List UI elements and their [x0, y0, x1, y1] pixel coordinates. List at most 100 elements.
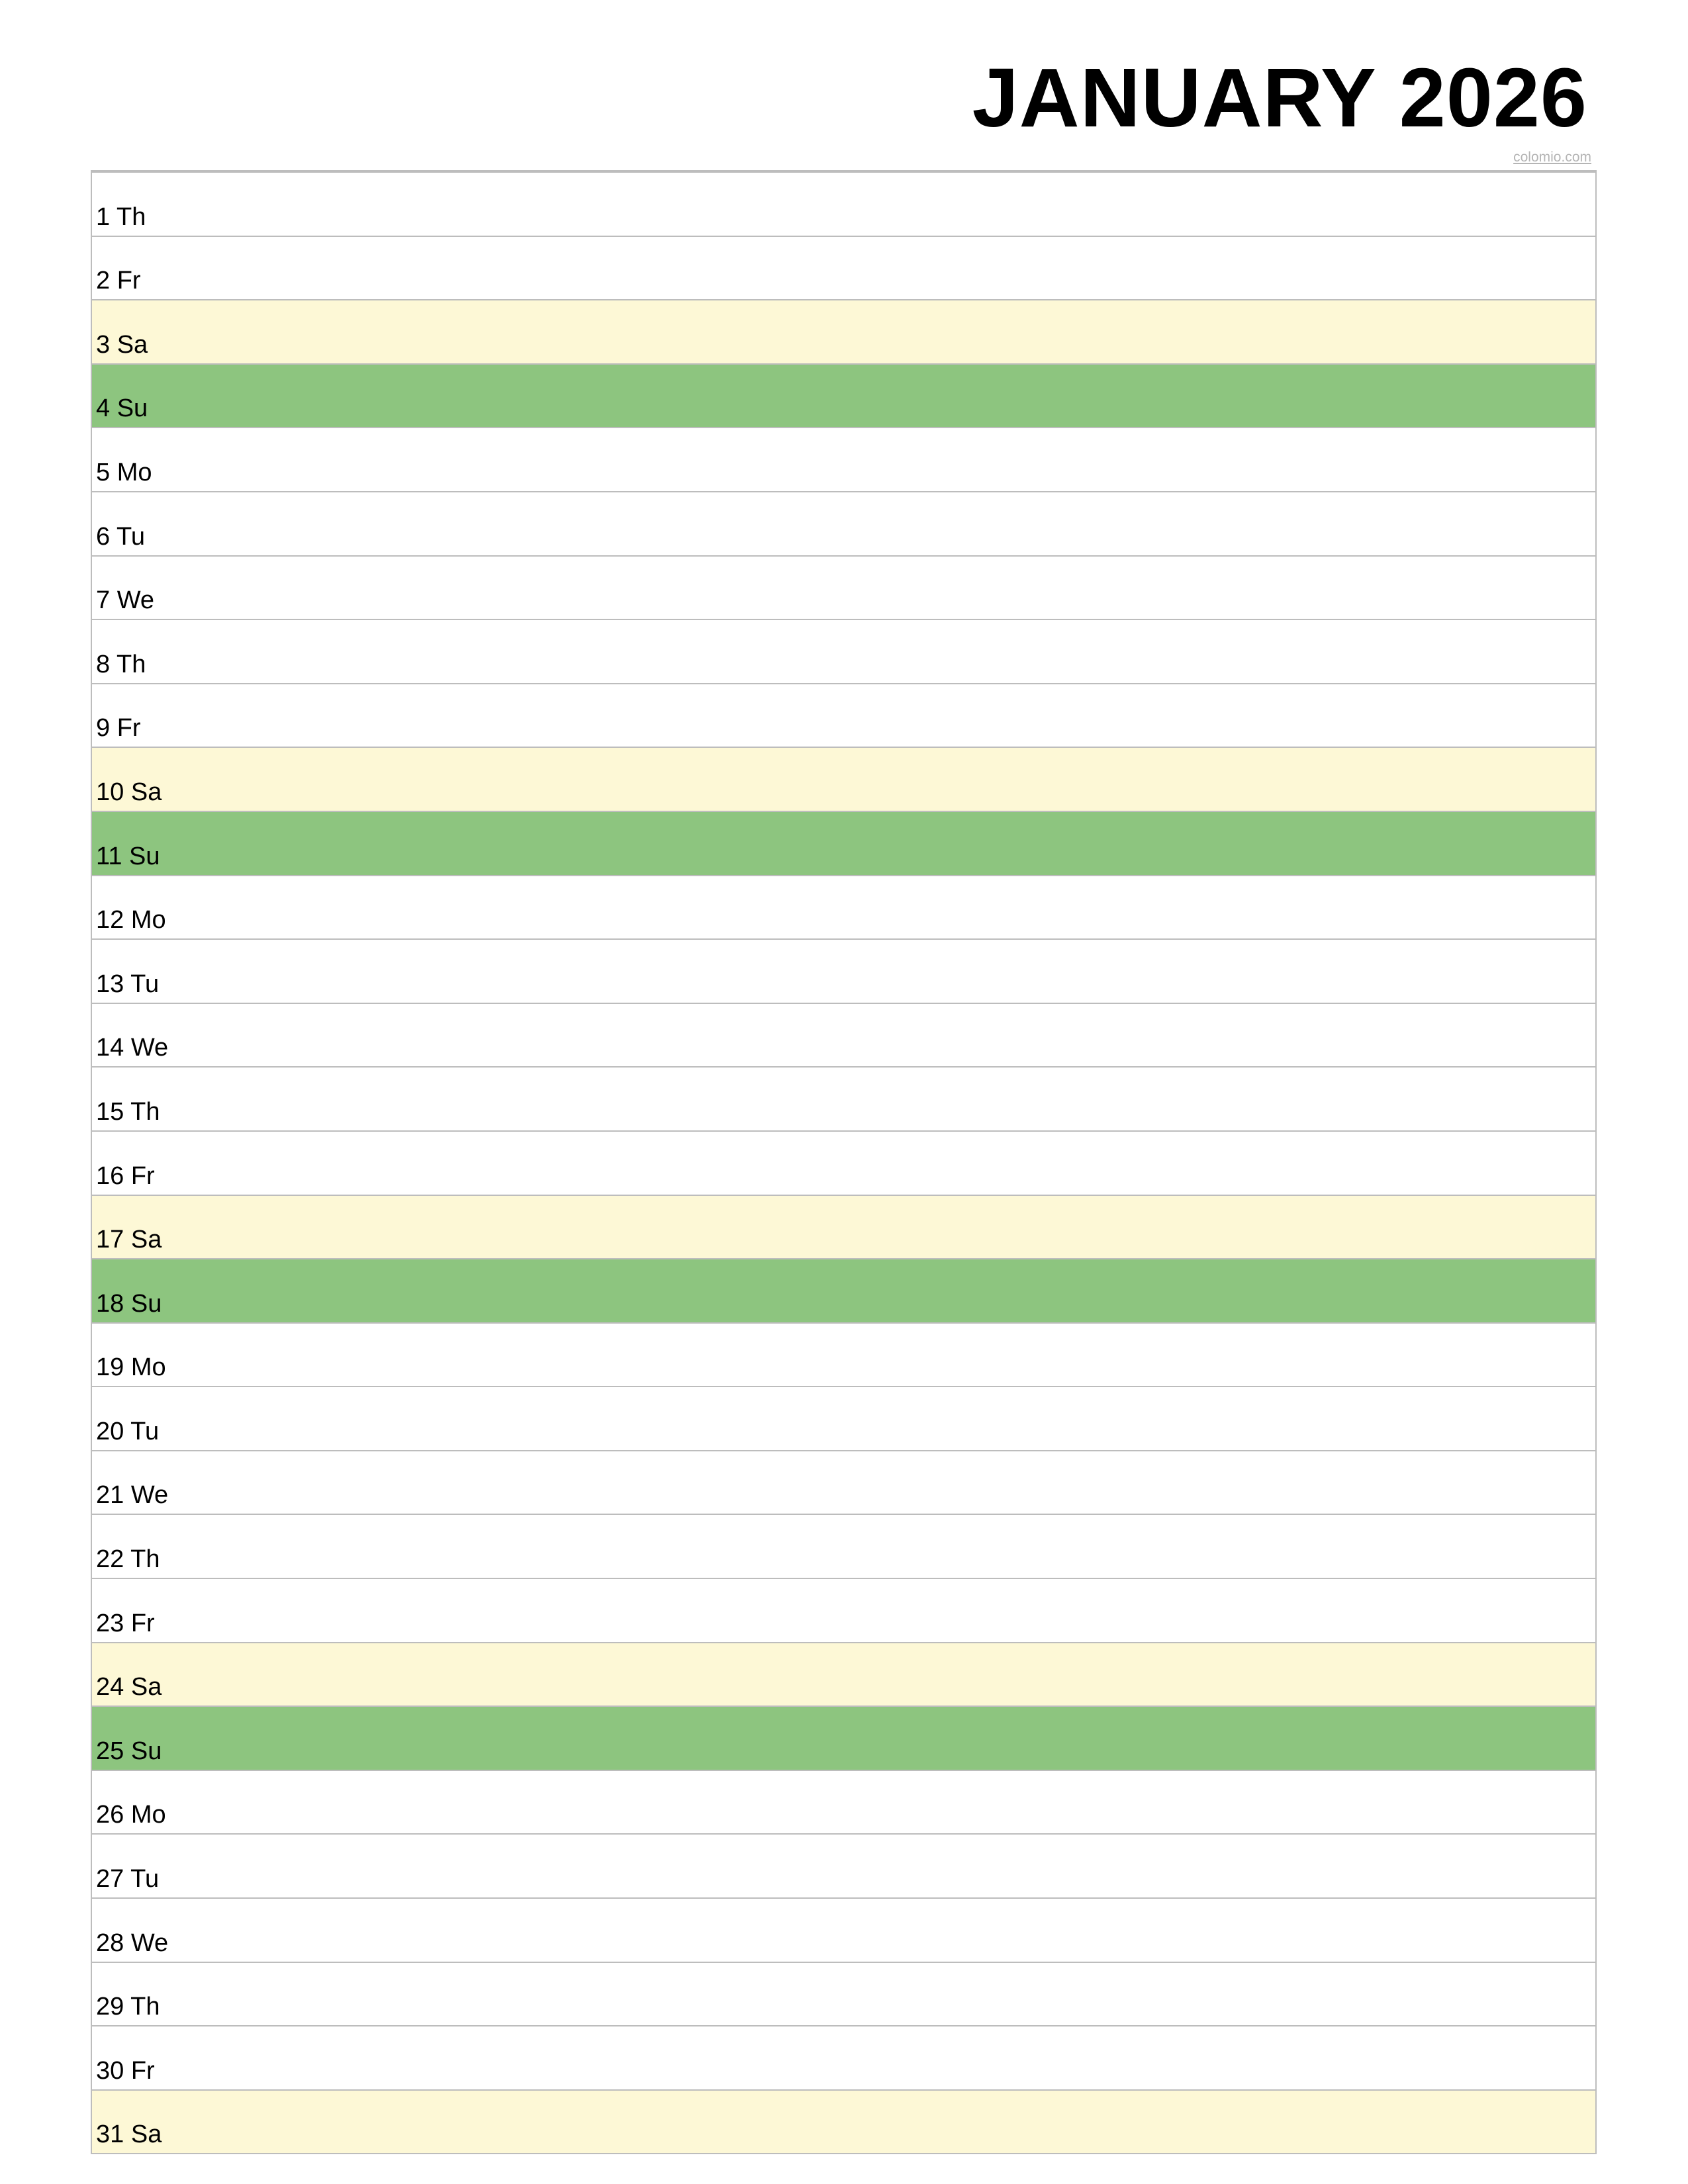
- day-label: 21 We: [96, 1480, 168, 1510]
- day-row[interactable]: 27 Tu: [92, 1833, 1595, 1898]
- day-row[interactable]: 13 Tu: [92, 938, 1595, 1003]
- day-label: 5 Mo: [96, 458, 152, 487]
- day-number: 3: [96, 330, 111, 359]
- day-row[interactable]: 26 Mo: [92, 1769, 1595, 1834]
- day-row[interactable]: 9 Fr: [92, 682, 1595, 747]
- day-label: 13 Tu: [96, 970, 159, 999]
- day-name: Tu: [130, 1865, 160, 1893]
- day-name: Tu: [130, 970, 160, 998]
- day-label: 24 Sa: [96, 1672, 162, 1702]
- day-row[interactable]: 1 Th: [92, 171, 1595, 236]
- day-row[interactable]: 30 Fr: [92, 2025, 1595, 2089]
- day-label: 30 Fr: [96, 2056, 155, 2085]
- day-label: 12 Mo: [96, 905, 166, 934]
- day-name: Sa: [130, 2120, 162, 2149]
- day-name: Tu: [117, 522, 145, 551]
- day-label: 19 Mo: [96, 1353, 166, 1382]
- day-number: 23: [96, 1609, 124, 1637]
- day-number: 6: [96, 522, 111, 551]
- day-number: 1: [96, 203, 111, 231]
- day-row[interactable]: 12 Mo: [92, 874, 1595, 939]
- day-row[interactable]: 15 Th: [92, 1066, 1595, 1130]
- day-row[interactable]: 10 Sa: [92, 747, 1595, 811]
- day-name: Mo: [130, 906, 166, 934]
- day-number: 30: [96, 2056, 124, 2085]
- day-number: 27: [96, 1865, 124, 1893]
- day-number: 8: [96, 650, 111, 678]
- day-name: Th: [117, 650, 146, 678]
- day-row[interactable]: 8 Th: [92, 619, 1595, 683]
- day-row[interactable]: 2 Fr: [92, 235, 1595, 300]
- day-number: 16: [96, 1161, 124, 1190]
- day-label: 31 Sa: [96, 2120, 162, 2149]
- day-label: 1 Th: [96, 203, 146, 232]
- day-row[interactable]: 23 Fr: [92, 1578, 1595, 1642]
- day-label: 14 We: [96, 1033, 168, 1062]
- day-number: 10: [96, 778, 124, 806]
- day-row[interactable]: 14 We: [92, 1002, 1595, 1067]
- day-name: Fr: [117, 267, 141, 295]
- day-row[interactable]: 11 Su: [92, 810, 1595, 875]
- day-name: Fr: [130, 2056, 155, 2085]
- day-number: 14: [96, 1034, 124, 1062]
- day-label: 8 Th: [96, 650, 146, 679]
- day-name: Fr: [130, 1609, 155, 1637]
- page-title: JANUARY 2026: [972, 51, 1587, 144]
- day-name: Th: [130, 1097, 160, 1126]
- day-name: Th: [130, 1545, 160, 1574]
- day-label: 20 Tu: [96, 1417, 159, 1446]
- day-number: 15: [96, 1097, 124, 1126]
- day-number: 28: [96, 1929, 124, 1957]
- day-row[interactable]: 20 Tu: [92, 1386, 1595, 1450]
- day-row[interactable]: 28 We: [92, 1897, 1595, 1962]
- source-link[interactable]: colomio.com: [1513, 150, 1591, 165]
- day-number: 5: [96, 458, 111, 486]
- day-row[interactable]: 21 We: [92, 1449, 1595, 1514]
- day-number: 29: [96, 1993, 124, 2021]
- day-name: We: [130, 1034, 169, 1062]
- day-label: 26 Mo: [96, 1800, 166, 1829]
- day-number: 11: [96, 842, 122, 870]
- day-row[interactable]: 25 Su: [92, 1706, 1595, 1770]
- day-label: 6 Tu: [96, 522, 145, 551]
- day-row[interactable]: 3 Sa: [92, 299, 1595, 363]
- day-name: Mo: [130, 1801, 166, 1829]
- day-row[interactable]: 31 Sa: [92, 2089, 1595, 2154]
- day-name: We: [117, 586, 155, 615]
- day-number: 21: [96, 1481, 124, 1510]
- day-number: 9: [96, 714, 111, 743]
- day-row[interactable]: 4 Su: [92, 363, 1595, 428]
- day-row[interactable]: 24 Sa: [92, 1641, 1595, 1706]
- day-label: 9 Fr: [96, 713, 141, 743]
- day-name: Mo: [117, 458, 152, 486]
- day-label: 27 Tu: [96, 1864, 159, 1893]
- day-row[interactable]: 22 Th: [92, 1514, 1595, 1578]
- day-row[interactable]: 19 Mo: [92, 1322, 1595, 1387]
- day-label: 4 Su: [96, 394, 148, 423]
- day-label: 28 We: [96, 1929, 168, 1958]
- day-row[interactable]: 7 We: [92, 555, 1595, 619]
- day-label: 3 Sa: [96, 330, 148, 359]
- day-row[interactable]: 18 Su: [92, 1258, 1595, 1322]
- day-name: We: [130, 1481, 169, 1510]
- day-number: 20: [96, 1417, 124, 1445]
- day-number: 24: [96, 1673, 124, 1702]
- day-number: 18: [96, 1289, 124, 1318]
- day-name: Th: [130, 1993, 160, 2021]
- day-name: Su: [117, 394, 148, 423]
- day-number: 2: [96, 267, 111, 295]
- day-name: Sa: [117, 330, 148, 359]
- day-row[interactable]: 6 Tu: [92, 490, 1595, 555]
- day-number: 13: [96, 970, 124, 998]
- day-list: 1 Th 2 Fr 3 Sa 4 Su 5 Mo 6 Tu 7 We 8 Th …: [91, 170, 1597, 2155]
- day-row[interactable]: 29 Th: [92, 1961, 1595, 2026]
- day-label: 7 We: [96, 586, 154, 615]
- day-row[interactable]: 17 Sa: [92, 1194, 1595, 1259]
- day-row[interactable]: 5 Mo: [92, 427, 1595, 491]
- day-label: 15 Th: [96, 1097, 160, 1126]
- day-number: 17: [96, 1226, 124, 1254]
- day-row[interactable]: 16 Fr: [92, 1130, 1595, 1195]
- day-label: 22 Th: [96, 1545, 160, 1574]
- day-name: Mo: [130, 1353, 166, 1382]
- day-name: We: [130, 1929, 169, 1957]
